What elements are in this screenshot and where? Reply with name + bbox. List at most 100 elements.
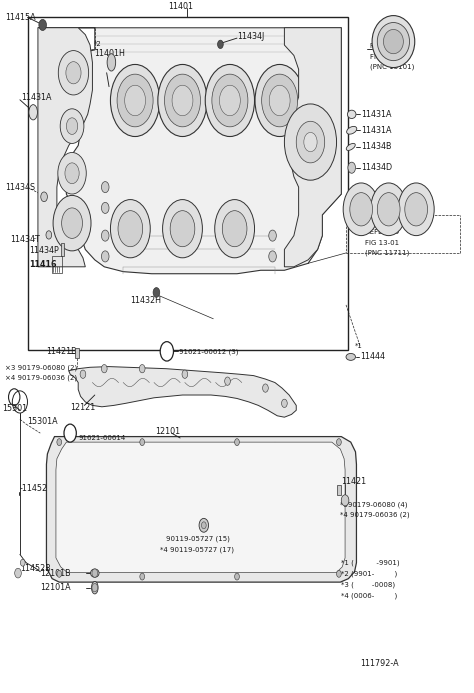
Ellipse shape: [372, 16, 415, 68]
Text: 11434D: 11434D: [361, 164, 392, 172]
Circle shape: [201, 522, 206, 529]
Circle shape: [337, 570, 341, 577]
Circle shape: [269, 230, 276, 241]
Text: B: B: [163, 347, 169, 356]
Circle shape: [212, 74, 248, 127]
Circle shape: [215, 200, 255, 258]
Text: 91621-60612 (3): 91621-60612 (3): [179, 348, 239, 355]
Circle shape: [118, 211, 143, 247]
Text: ×4 90179-06036 (2): ×4 90179-06036 (2): [5, 374, 77, 381]
Text: 11432H: 11432H: [130, 296, 161, 304]
Text: 11434P: 11434P: [29, 247, 59, 255]
Text: FIG 13-01: FIG 13-01: [370, 54, 404, 60]
Ellipse shape: [346, 143, 355, 150]
Circle shape: [235, 573, 239, 580]
Text: 11431A: 11431A: [21, 93, 52, 101]
Circle shape: [46, 231, 52, 239]
Circle shape: [263, 384, 268, 392]
Text: *1 (          -9901): *1 ( -9901): [341, 559, 400, 566]
Text: REFER TO: REFER TO: [370, 44, 404, 49]
Circle shape: [218, 40, 223, 49]
Bar: [52, 256, 62, 273]
Polygon shape: [69, 367, 296, 417]
Circle shape: [125, 85, 146, 116]
Text: 11434S: 11434S: [5, 183, 35, 191]
Circle shape: [62, 208, 82, 238]
Text: *2: *2: [94, 41, 101, 46]
Text: 11415A: 11415A: [5, 13, 36, 21]
Text: 12101B: 12101B: [40, 569, 71, 577]
Text: 11421B: 11421B: [46, 347, 77, 356]
Circle shape: [39, 19, 46, 30]
Circle shape: [160, 342, 173, 361]
Text: (PNC 11711): (PNC 11711): [365, 249, 410, 256]
Circle shape: [57, 439, 62, 446]
Ellipse shape: [383, 29, 403, 54]
Text: -11452: -11452: [20, 484, 48, 493]
Circle shape: [269, 251, 276, 262]
Polygon shape: [284, 28, 341, 267]
Ellipse shape: [346, 353, 356, 360]
Polygon shape: [46, 437, 356, 582]
Circle shape: [405, 193, 428, 226]
Circle shape: [337, 439, 341, 446]
Bar: [337, 485, 341, 495]
Circle shape: [65, 163, 79, 184]
Text: 15301: 15301: [2, 405, 27, 413]
Circle shape: [163, 200, 202, 258]
Circle shape: [110, 200, 150, 258]
Ellipse shape: [91, 569, 99, 577]
Circle shape: [199, 518, 209, 532]
Circle shape: [15, 568, 21, 578]
Circle shape: [20, 559, 25, 566]
Text: *1: *1: [355, 344, 363, 349]
Circle shape: [182, 370, 188, 378]
Polygon shape: [38, 28, 92, 267]
Circle shape: [41, 192, 47, 202]
Ellipse shape: [29, 105, 37, 120]
Ellipse shape: [107, 54, 116, 71]
Text: *390179-06080 (4): *390179-06080 (4): [340, 501, 408, 508]
Circle shape: [101, 251, 109, 262]
Text: 11434J: 11434J: [237, 32, 264, 40]
Bar: [61, 243, 64, 256]
Circle shape: [164, 74, 201, 127]
Text: *4 (0006-         ): *4 (0006- ): [341, 593, 398, 599]
Circle shape: [140, 573, 145, 580]
Text: 91621-60614: 91621-60614: [78, 435, 126, 441]
Circle shape: [219, 85, 240, 116]
Text: REFER TO: REFER TO: [365, 229, 399, 235]
Circle shape: [282, 399, 287, 407]
Bar: [75, 348, 79, 358]
Circle shape: [170, 211, 195, 247]
Circle shape: [110, 64, 160, 137]
Circle shape: [66, 62, 81, 84]
Text: ×3 90179-06080 (2): ×3 90179-06080 (2): [5, 364, 77, 371]
Circle shape: [371, 183, 407, 236]
Ellipse shape: [346, 126, 357, 134]
Text: 12121: 12121: [70, 403, 95, 412]
Text: 11434B: 11434B: [361, 143, 392, 151]
Circle shape: [92, 569, 98, 577]
Polygon shape: [56, 442, 345, 572]
Ellipse shape: [377, 23, 410, 61]
Circle shape: [101, 230, 109, 241]
Circle shape: [92, 584, 98, 592]
Circle shape: [255, 64, 304, 137]
Text: 111792-A: 111792-A: [360, 660, 399, 668]
Circle shape: [60, 109, 84, 143]
Circle shape: [58, 152, 86, 194]
Circle shape: [64, 424, 76, 442]
Text: *3 (        -0008): *3 ( -0008): [341, 581, 395, 588]
Text: FIG 13-01: FIG 13-01: [365, 240, 399, 245]
Text: 90119-05727 (15): 90119-05727 (15): [166, 536, 230, 543]
Ellipse shape: [91, 581, 98, 594]
Circle shape: [101, 182, 109, 193]
Text: *2 (9901-         ): *2 (9901- ): [341, 570, 398, 577]
Text: 11431A: 11431A: [361, 126, 392, 134]
Circle shape: [80, 370, 86, 378]
Circle shape: [57, 570, 62, 577]
Circle shape: [341, 495, 349, 506]
Circle shape: [284, 104, 337, 180]
Circle shape: [140, 439, 145, 446]
